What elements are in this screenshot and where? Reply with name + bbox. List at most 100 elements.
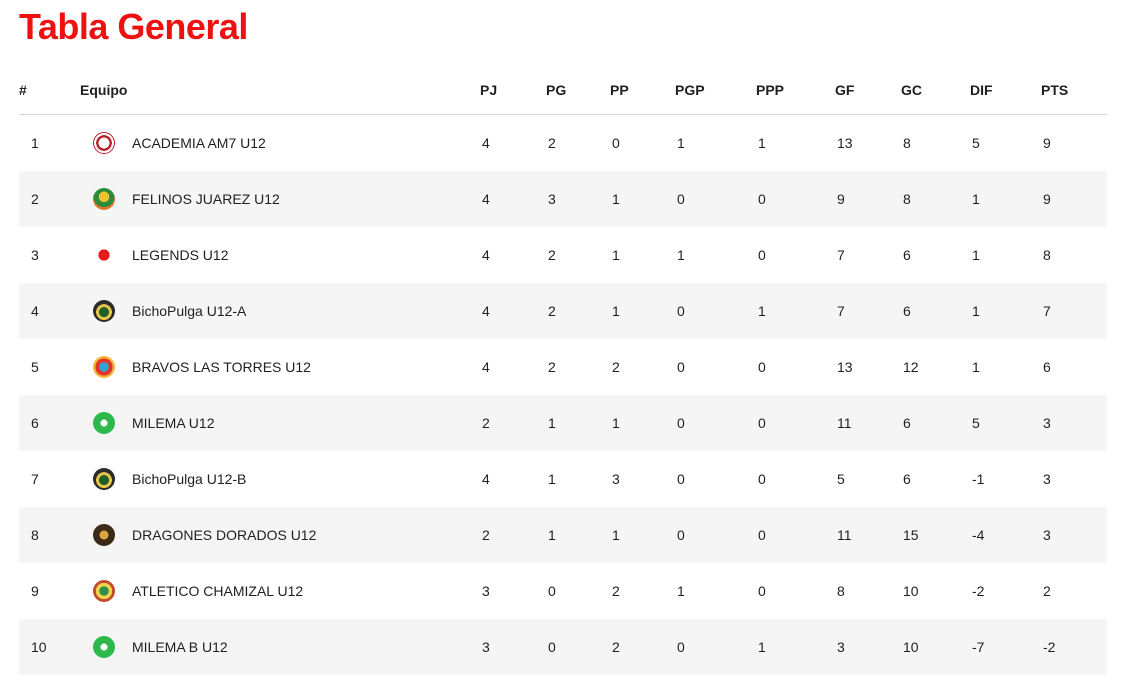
standings-table: # Equipo PJ PG PP PGP PPP GF GC DIF PTS …: [19, 66, 1107, 675]
team-name[interactable]: BRAVOS LAS TORRES U12: [132, 359, 311, 375]
cell-gc: 6: [901, 283, 970, 339]
cell-pgp: 0: [677, 471, 685, 487]
cell-ppp: 0: [758, 583, 766, 599]
header-pos: #: [19, 66, 80, 115]
team-name[interactable]: FELINOS JUAREZ U12: [132, 191, 280, 207]
table-row[interactable]: 7 BichoPulga U12-B 4 1 3 0 0 5 6 -1 3: [19, 451, 1107, 507]
team-info[interactable]: MILEMA U12: [80, 412, 480, 434]
cell-pos: 10: [19, 619, 80, 675]
table-row[interactable]: 8 DRAGONES DORADOS U12 2 1 1 0 0 11 15 -4 3: [19, 507, 1107, 563]
table-row[interactable]: 10 MILEMA B U12 3 0 2 0 1 3 10 -7 -2: [19, 619, 1107, 675]
academia-logo-icon: [93, 132, 115, 154]
team-name[interactable]: ATLETICO CHAMIZAL U12: [132, 583, 304, 599]
team-name[interactable]: LEGENDS U12: [132, 247, 229, 263]
cell-pp: 2: [610, 619, 675, 675]
cell-pp: 1: [610, 171, 675, 227]
cell-team: BichoPulga U12-B: [80, 451, 480, 507]
cell-pg: 1: [548, 471, 556, 487]
milema-logo-icon: [93, 636, 115, 658]
cell-pj: 4: [482, 471, 490, 487]
table-row[interactable]: 9 ATLETICO CHAMIZAL U12 3 0 2 1 0 8 10 -2 2: [19, 563, 1107, 619]
cell-pts: 3: [1041, 395, 1107, 451]
table-row[interactable]: 5 BRAVOS LAS TORRES U12 4 2 2 0 0 13 12 1 6: [19, 339, 1107, 395]
cell-pgp: 0: [675, 171, 756, 227]
team-info[interactable]: LEGENDS U12: [80, 244, 480, 266]
team-info[interactable]: FELINOS JUAREZ U12: [80, 188, 480, 210]
cell-ppp: 0: [758, 359, 766, 375]
table-body: 1 ACADEMIA AM7 U12 4 2 0 1 1 13 8 5 9 2 FELINOS JUAR…: [19, 115, 1107, 675]
cell-pp: 1: [612, 247, 620, 263]
table-row[interactable]: 1 ACADEMIA AM7 U12 4 2 0 1 1 13 8 5 9: [19, 115, 1107, 172]
team-info[interactable]: ATLETICO CHAMIZAL U12: [80, 580, 480, 602]
cell-gc: 6: [903, 247, 911, 263]
bichopulga-logo-icon: [93, 468, 115, 490]
cell-dif: 1: [972, 247, 980, 263]
team-info[interactable]: BichoPulga U12-B: [80, 468, 480, 490]
bichopulga-logo-icon: [93, 300, 115, 322]
cell-pj: 2: [480, 395, 546, 451]
cell-pgp: 0: [675, 619, 756, 675]
cell-dif: -1: [972, 471, 985, 487]
cell-pos: 1: [31, 135, 39, 151]
header-pgp: PGP: [675, 66, 756, 115]
cell-pos: 2: [19, 171, 80, 227]
cell-pts: 6: [1043, 359, 1051, 375]
cell-gf: 7: [837, 247, 845, 263]
cell-gc: 6: [901, 395, 970, 451]
table-row[interactable]: 6 MILEMA U12 2 1 1 0 0 11 6 5 3: [19, 395, 1107, 451]
cell-team: DRAGONES DORADOS U12: [80, 507, 480, 563]
table-row[interactable]: 3 LEGENDS U12 4 2 1 1 0 7 6 1 8: [19, 227, 1107, 283]
team-name[interactable]: BichoPulga U12-B: [132, 471, 247, 487]
team-name[interactable]: MILEMA U12: [132, 415, 215, 431]
cell-pgp: 0: [675, 507, 756, 563]
cell-team: LEGENDS U12: [80, 227, 480, 283]
cell-pg: 2: [546, 283, 610, 339]
cell-pts: 9: [1043, 135, 1051, 151]
cell-gc: 10: [903, 583, 919, 599]
legends-logo-icon: [93, 244, 115, 266]
cell-pts: 3: [1041, 507, 1107, 563]
cell-gf: 13: [837, 359, 853, 375]
header-pts: PTS: [1041, 66, 1107, 115]
cell-pg: 0: [546, 619, 610, 675]
team-info[interactable]: ACADEMIA AM7 U12: [80, 132, 480, 154]
cell-pts: 8: [1043, 247, 1051, 263]
team-info[interactable]: MILEMA B U12: [80, 636, 480, 658]
table-row[interactable]: 4 BichoPulga U12-A 4 2 1 0 1 7 6 1 7: [19, 283, 1107, 339]
cell-gf: 11: [835, 507, 901, 563]
page-title: Tabla General: [19, 6, 248, 47]
header-dif: DIF: [970, 66, 1041, 115]
cell-ppp: 1: [756, 283, 835, 339]
cell-dif: 5: [970, 395, 1041, 451]
cell-dif: 5: [972, 135, 980, 151]
header-gf: GF: [835, 66, 901, 115]
cell-pj: 4: [480, 283, 546, 339]
cell-pts: 9: [1041, 171, 1107, 227]
team-name[interactable]: ACADEMIA AM7 U12: [132, 135, 266, 151]
cell-dif: 1: [970, 171, 1041, 227]
cell-dif: 1: [970, 283, 1041, 339]
cell-gf: 7: [835, 283, 901, 339]
cell-gf: 9: [835, 171, 901, 227]
cell-gc: 12: [903, 359, 919, 375]
team-name[interactable]: BichoPulga U12-A: [132, 303, 247, 319]
header-gc: GC: [901, 66, 970, 115]
team-name[interactable]: MILEMA B U12: [132, 639, 228, 655]
cell-pp: 3: [612, 471, 620, 487]
dragones-logo-icon: [93, 524, 115, 546]
bravos-logo-icon: [93, 356, 115, 378]
cell-pgp: 1: [677, 583, 685, 599]
cell-pgp: 0: [677, 359, 685, 375]
cell-dif: -4: [970, 507, 1041, 563]
cell-pp: 1: [610, 283, 675, 339]
cell-team: FELINOS JUAREZ U12: [80, 171, 480, 227]
table-row[interactable]: 2 FELINOS JUAREZ U12 4 3 1 0 0 9 8 1 9: [19, 171, 1107, 227]
team-name[interactable]: DRAGONES DORADOS U12: [132, 527, 317, 543]
cell-pos: 7: [31, 471, 39, 487]
cell-pg: 1: [546, 395, 610, 451]
team-info[interactable]: BRAVOS LAS TORRES U12: [80, 356, 480, 378]
team-info[interactable]: DRAGONES DORADOS U12: [80, 524, 480, 546]
team-info[interactable]: BichoPulga U12-A: [80, 300, 480, 322]
cell-pts: 3: [1043, 471, 1051, 487]
cell-pgp: 1: [677, 247, 685, 263]
